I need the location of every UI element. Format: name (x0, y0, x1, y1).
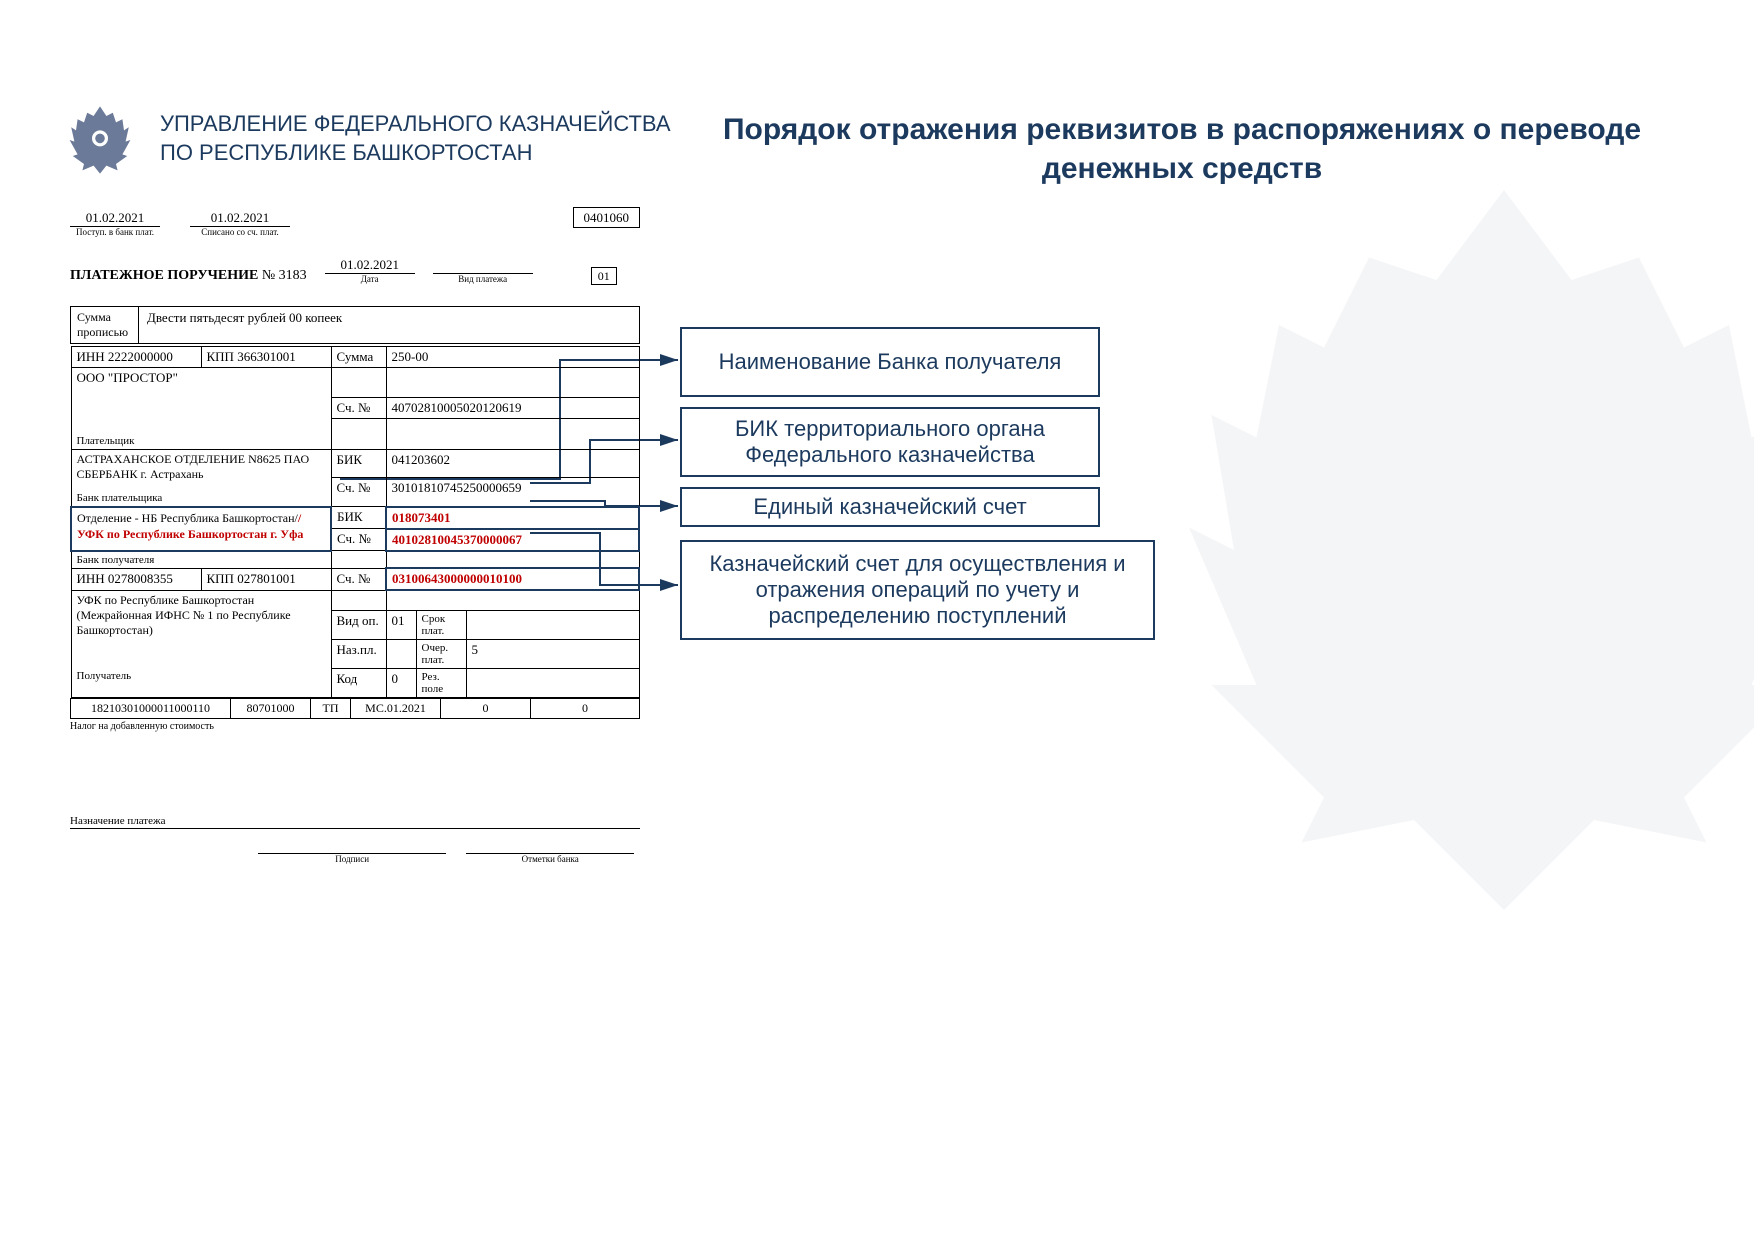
zero1: 0 (441, 698, 531, 718)
purpose-label: Назначение платежа (70, 815, 165, 827)
sum-text: Двести пятьдесят рублей 00 копеек (139, 307, 639, 343)
bik-label-1: БИК (331, 449, 386, 477)
ocher: 5 (466, 639, 639, 668)
recip-bank-acct: 40102810045370000067 (392, 532, 522, 547)
emblem-icon (60, 100, 140, 180)
date-in-label: Поступ. в банк плат. (70, 227, 160, 237)
acct-label-3: Сч. № (331, 529, 386, 551)
srok-label: Срок плат. (416, 610, 466, 639)
acct-label-4: Сч. № (331, 568, 386, 590)
recip-kpp: КПП 027801001 (201, 568, 331, 590)
vid-op: 01 (386, 610, 416, 639)
date-off: 01.02.2021 (190, 210, 290, 227)
basis: ТП (311, 698, 351, 718)
kbk: 18210301000011000110 (71, 698, 231, 718)
main-table: ИНН 2222000000 КПП 366301001 Сумма 250-0… (70, 346, 640, 698)
recip-label: Получатель (71, 668, 331, 697)
payment-order-form: 01.02.2021 Поступ. в банк плат. 01.02.20… (70, 210, 640, 864)
status-code: 01 (591, 267, 617, 285)
ocher-label: Очер. плат. (416, 639, 466, 668)
org-line1: УПРАВЛЕНИЕ ФЕДЕРАЛЬНОГО КАЗНАЧЕЙСТВА (160, 110, 671, 139)
vid-op-label: Вид оп. (331, 610, 386, 639)
pay-type-label: Вид платежа (433, 274, 533, 284)
sign-label: Подписи (258, 854, 446, 864)
payer-bik: 041203602 (386, 449, 639, 477)
period: МС.01.2021 (351, 698, 441, 718)
marks-label: Отметки банка (466, 854, 634, 864)
recip-acct: 03100643000000010100 (392, 571, 522, 586)
payer-kpp: КПП 366301001 (201, 347, 331, 368)
sum-label: Сумма прописью (71, 307, 139, 343)
payer-name: ООО "ПРОСТОР" (77, 370, 326, 386)
form-code: 0401060 (573, 207, 641, 228)
po-date-label: Дата (325, 274, 415, 284)
recip-name: УФК по Республике Башкортостан (Межрайон… (77, 593, 326, 638)
pay-type (433, 257, 533, 274)
rez-label: Рез. поле (416, 668, 466, 697)
payer-acct: 40702810005020120619 (386, 398, 639, 419)
payer-bank: АСТРАХАНСКОЕ ОТДЕЛЕНИЕ N8625 ПАО СБЕРБАН… (77, 452, 326, 482)
date-off-label: Списано со сч. плат. (190, 227, 290, 237)
payer-inn: ИНН 2222000000 (71, 347, 201, 368)
callout-bik: БИК территориального органа Федерального… (680, 407, 1100, 477)
org-line2: ПО РЕСПУБЛИКЕ БАШКОРТОСТАН (160, 139, 671, 168)
tax-note: Налог на добавленную стоимость (70, 721, 640, 732)
bottom-codes: 18210301000011000110 80701000 ТП МС.01.2… (70, 698, 640, 719)
naz-pl-label: Наз.пл. (331, 639, 386, 668)
payer-bank-acct: 30101810745250000659 (386, 477, 639, 506)
callout-kazna-acct: Казначейский счет для осуществления и от… (680, 540, 1155, 640)
acct-label-2: Сч. № (331, 477, 386, 506)
sum-short-label: Сумма (331, 347, 386, 368)
po-num: № 3183 (262, 268, 307, 283)
kod-label: Код (331, 668, 386, 697)
date-in: 01.02.2021 (70, 210, 160, 227)
recip-bank-a: Отделение - НБ Республика Башкортостан/ (77, 511, 298, 525)
payer-bank-label: Банк плательщика (77, 492, 326, 504)
payer-label: Плательщик (77, 435, 326, 447)
po-title: ПЛАТЕЖНОЕ ПОРУЧЕНИЕ № 3183 (70, 268, 307, 284)
page-title: Порядок отражения реквизитов в распоряже… (650, 110, 1714, 188)
oktmo: 80701000 (231, 698, 311, 718)
recip-bik: 018073401 (392, 510, 451, 525)
sum-short: 250-00 (386, 347, 639, 368)
acct-label-1: Сч. № (331, 398, 386, 419)
callout-bank-name: Наименование Банка получателя (680, 327, 1100, 397)
callout-eks: Единый казначейский счет (680, 487, 1100, 527)
recip-inn: ИНН 0278008355 (71, 568, 201, 590)
bik-label-2: БИК (331, 507, 386, 529)
watermark-eagle (1054, 100, 1754, 1000)
recip-bank-label: Банк получателя (71, 551, 331, 569)
org-name: УПРАВЛЕНИЕ ФЕДЕРАЛЬНОГО КАЗНАЧЕЙСТВА ПО … (160, 110, 671, 167)
purpose-line: Назначение платежа (70, 812, 640, 829)
kod: 0 (386, 668, 416, 697)
zero2: 0 (531, 698, 640, 718)
po-date: 01.02.2021 (325, 257, 415, 274)
